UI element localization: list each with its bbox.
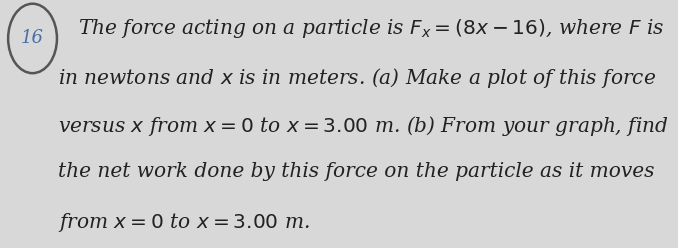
Text: from $x = 0$ to $x = 3.00$ m.: from $x = 0$ to $x = 3.00$ m. <box>58 211 309 234</box>
Text: the net work done by this force on the particle as it moves: the net work done by this force on the p… <box>58 162 654 182</box>
Text: in newtons and $x$ is in meters. (a) Make a plot of this force: in newtons and $x$ is in meters. (a) Mak… <box>58 66 656 90</box>
Text: The force acting on a particle is $F_x = (8x - 16)$, where $F$ is: The force acting on a particle is $F_x =… <box>78 17 664 40</box>
Text: 16: 16 <box>21 30 44 47</box>
Text: versus $x$ from $x = 0$ to $x = 3.00$ m. (b) From your graph, find: versus $x$ from $x = 0$ to $x = 3.00$ m.… <box>58 114 669 138</box>
